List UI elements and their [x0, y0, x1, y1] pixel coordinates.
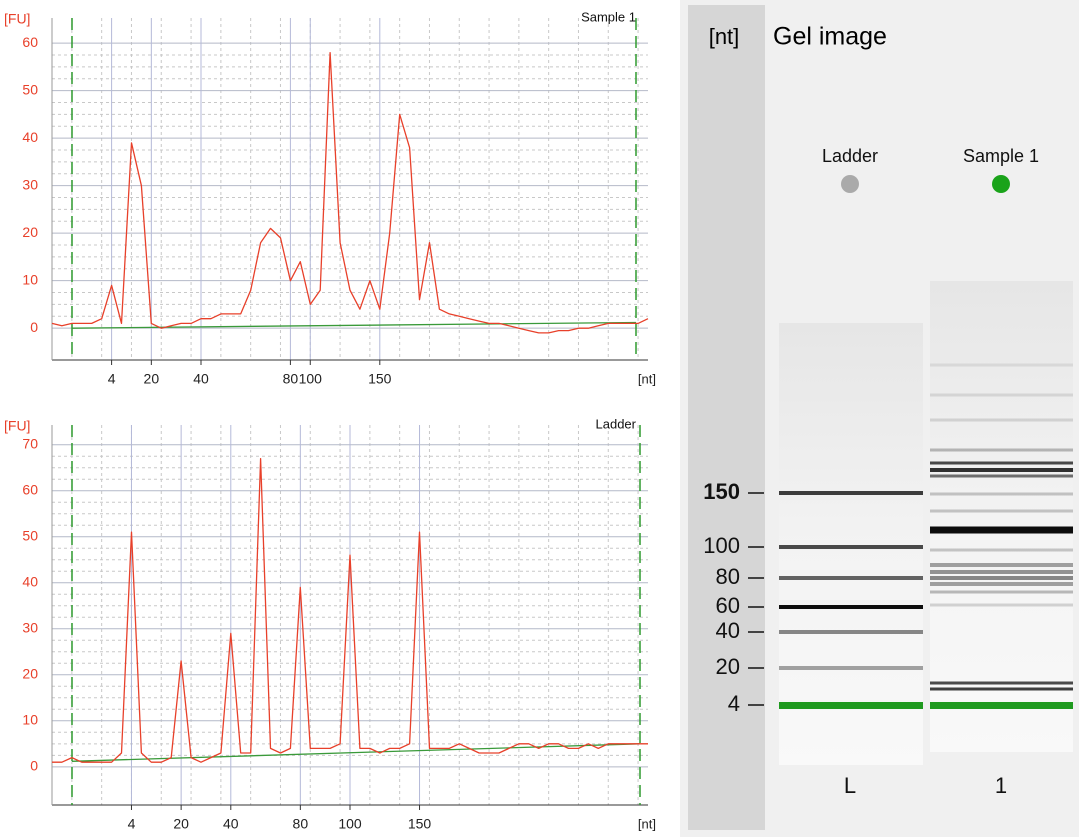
sample-band: [930, 468, 1073, 472]
gel-tick-label: 80: [716, 564, 740, 589]
gel-tick-label: 100: [703, 533, 740, 558]
lane-name: Sample 1: [963, 146, 1039, 166]
ladder-band: [779, 666, 923, 670]
sample-band: [930, 394, 1073, 397]
gel-tick-label: 60: [716, 593, 740, 618]
page: [nt] Gel image 150100806040204LadderLSam…: [0, 0, 1079, 837]
y-tick-label: 50: [22, 527, 38, 543]
x-tick-label: 100: [299, 371, 323, 387]
x-axis-label: [nt]: [638, 371, 656, 386]
y-tick-label: 0: [30, 319, 38, 335]
y-tick-label: 60: [22, 34, 38, 50]
y-tick-label: 20: [22, 224, 38, 240]
y-tick-label: 10: [22, 271, 38, 287]
x-tick-label: 40: [223, 816, 239, 832]
chart-title: Ladder: [596, 416, 637, 431]
sample-band: [930, 563, 1073, 567]
sample-band: [930, 591, 1073, 594]
x-tick-label: 80: [293, 816, 309, 832]
sample-band: [930, 582, 1073, 586]
y-axis-label: [FU]: [4, 418, 30, 434]
marker-band: [930, 702, 1073, 709]
gel-sidebar: [688, 5, 765, 830]
y-tick-label: 0: [30, 758, 38, 774]
x-tick-label: 4: [128, 816, 136, 832]
y-tick-label: 60: [22, 481, 38, 497]
x-tick-label: 80: [283, 371, 299, 387]
sample-band: [930, 364, 1073, 367]
sample-band: [930, 493, 1073, 496]
gel-lane: [779, 323, 923, 765]
lane-label: 1: [995, 773, 1007, 798]
sample-band: [930, 510, 1073, 513]
ladder-band: [779, 605, 923, 609]
x-tick-label: 20: [144, 371, 160, 387]
ladder-band: [779, 630, 923, 634]
sample-band: [930, 419, 1073, 422]
sample-band: [930, 688, 1073, 691]
x-axis-label: [nt]: [638, 816, 656, 831]
y-tick-label: 10: [22, 712, 38, 728]
sample-band: [930, 549, 1073, 552]
baseline: [72, 744, 640, 761]
sample-band: [930, 449, 1073, 452]
y-tick-label: 50: [22, 81, 38, 97]
sample-band: [930, 604, 1073, 607]
chart-title: Sample 1: [581, 9, 636, 24]
y-tick-label: 40: [22, 573, 38, 589]
x-tick-label: 150: [408, 816, 432, 832]
x-tick-label: 150: [368, 371, 392, 387]
sample-band: [930, 475, 1073, 478]
gel-tick-label: 4: [728, 691, 740, 716]
figure: [nt] Gel image 150100806040204LadderLSam…: [0, 0, 1079, 837]
y-tick-label: 70: [22, 435, 38, 451]
gel-title: Gel image: [773, 23, 887, 51]
trace: [52, 53, 648, 333]
y-axis-label: [FU]: [4, 11, 30, 27]
gel-axis-label: [nt]: [709, 24, 740, 49]
gel-lane: [930, 281, 1073, 752]
sample-band: [930, 462, 1073, 465]
lane-label: L: [844, 773, 856, 798]
ladder-band: [779, 576, 923, 580]
y-tick-label: 20: [22, 666, 38, 682]
gel-tick-label: 150: [703, 479, 740, 504]
marker-band: [779, 702, 923, 709]
x-tick-label: 100: [338, 816, 362, 832]
x-tick-label: 40: [193, 371, 209, 387]
gel-tick-label: 40: [716, 618, 740, 643]
y-tick-label: 40: [22, 129, 38, 145]
x-tick-label: 20: [173, 816, 189, 832]
sample-band: [930, 682, 1073, 685]
lane-dot: [992, 175, 1010, 193]
sample-band: [930, 570, 1073, 574]
y-tick-label: 30: [22, 620, 38, 636]
sample-band: [930, 527, 1073, 534]
x-tick-label: 4: [108, 371, 116, 387]
y-tick-label: 30: [22, 176, 38, 192]
lane-dot: [841, 175, 859, 193]
lane-name: Ladder: [822, 146, 878, 166]
gel-tick-label: 20: [716, 654, 740, 679]
ladder-band: [779, 545, 923, 549]
ladder-band: [779, 491, 923, 495]
sample-band: [930, 576, 1073, 580]
